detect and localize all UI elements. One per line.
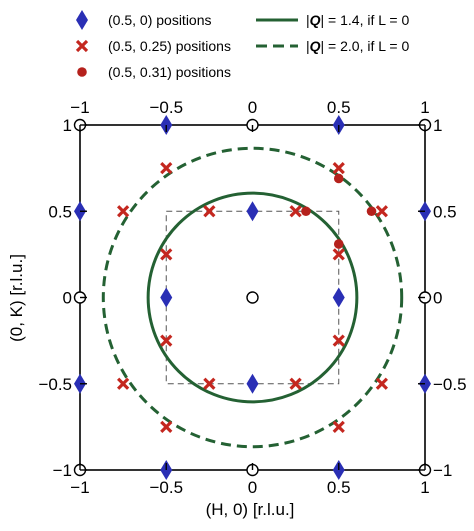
legend-label: (0.5, 0.25) positions [108, 38, 231, 54]
data-point [246, 373, 259, 394]
x-tick-label-top: 0 [248, 98, 257, 117]
data-point [246, 291, 259, 304]
y-tick-label-right: 0.5 [433, 202, 457, 221]
x-stroke [160, 334, 173, 347]
series-x [116, 161, 389, 434]
legend-entry: |Q| = 1.4, if L = 0 [256, 12, 409, 28]
data-point [289, 205, 302, 218]
legend-entry: |Q| = 2.0, if L = 0 [256, 38, 409, 54]
x-tick-label-bottom: −0.5 [149, 478, 183, 497]
data-point [333, 239, 344, 249]
data-point [116, 377, 130, 390]
x-stroke [116, 205, 130, 218]
series-circle [301, 173, 377, 249]
data-point [333, 173, 344, 184]
data-point [160, 334, 173, 347]
x-stroke [75, 39, 89, 53]
data-point [160, 287, 173, 308]
x-stroke [332, 334, 345, 347]
legend: (0.5, 0) positions (0.5, 0.25) positions (… [75, 10, 409, 80]
series-open-circle [73, 118, 432, 477]
data-point [246, 201, 259, 222]
y-tick-label-right: 0 [433, 289, 442, 308]
x-stroke [160, 161, 173, 175]
x-stroke [332, 420, 345, 434]
data-point [203, 205, 216, 218]
legend-marker [76, 10, 88, 30]
legend-marker [75, 39, 89, 53]
x-tick-label-bottom: −1 [70, 478, 89, 497]
q-circle-dashed [101, 146, 404, 449]
legend-entry: (0.5, 0.31) positions [77, 64, 231, 80]
x-axis-label: (H, 0) [r.l.u.] [206, 500, 295, 519]
y-tick-label-left: 1 [63, 116, 72, 135]
y-tick-label-left: −1 [53, 461, 72, 480]
data-point [332, 420, 345, 434]
x-tick-label-top: 1 [420, 98, 429, 117]
x-tick-label-top: −0.5 [149, 98, 183, 117]
x-tick-label-bottom: 0.5 [327, 478, 351, 497]
legend-label: |Q| = 2.0, if L = 0 [306, 38, 409, 54]
legend-label: (0.5, 0) positions [108, 12, 212, 28]
legend-label: (0.5, 0.31) positions [108, 64, 231, 80]
x-stroke [375, 205, 389, 218]
series-diamond [74, 115, 431, 480]
data-point [160, 420, 173, 434]
y-tick-label-right: 1 [433, 116, 442, 135]
x-stroke [160, 248, 173, 261]
data-point [375, 377, 389, 390]
x-stroke [160, 420, 173, 434]
data-point [332, 161, 345, 175]
data-point [289, 377, 302, 390]
x-tick-label-bottom: 0 [248, 478, 257, 497]
y-axis-label: (0, K) [r.l.u.] [7, 254, 26, 342]
x-stroke [289, 377, 302, 390]
data-point [160, 161, 173, 175]
axis-labels: (H, 0) [r.l.u.] (0, K) [r.l.u.] [7, 254, 294, 519]
x-stroke [203, 377, 216, 390]
y-tick-label-left: 0.5 [48, 202, 72, 221]
data-point [301, 206, 311, 217]
x-stroke [116, 377, 130, 390]
data-point [332, 287, 345, 308]
y-tick-label-right: −1 [433, 461, 452, 480]
data-point [366, 206, 377, 217]
x-tick-label-top: 0.5 [327, 98, 351, 117]
x-tick-label-bottom: 1 [420, 478, 429, 497]
plot-area [73, 115, 432, 480]
data-point [375, 205, 389, 218]
x-tick-label-top: −1 [70, 98, 89, 117]
legend-label: |Q| = 1.4, if L = 0 [306, 12, 409, 28]
data-point [332, 248, 345, 261]
x-stroke [203, 205, 216, 218]
x-stroke [289, 205, 302, 218]
x-stroke [375, 377, 389, 390]
q-circle-solid [146, 191, 359, 404]
data-point [116, 205, 130, 218]
x-stroke [332, 248, 345, 261]
x-stroke [332, 161, 345, 175]
y-tick-label-right: −0.5 [433, 375, 467, 394]
data-point [332, 334, 345, 347]
y-tick-label-left: −0.5 [38, 375, 72, 394]
legend-entry: (0.5, 0.25) positions [75, 38, 231, 54]
legend-entry: (0.5, 0) positions [76, 10, 212, 30]
data-point [160, 248, 173, 261]
legend-marker [77, 67, 87, 77]
data-point [203, 377, 216, 390]
y-tick-label-left: 0 [63, 289, 72, 308]
